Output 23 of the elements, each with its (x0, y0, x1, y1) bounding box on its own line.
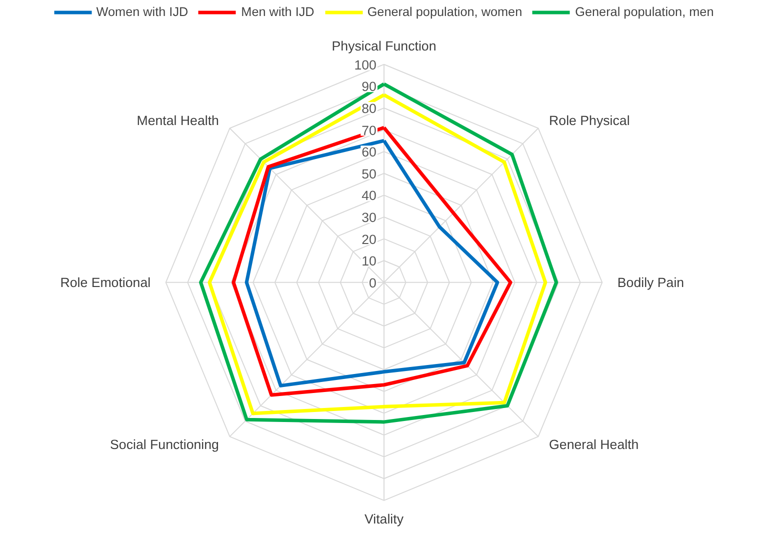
legend-label: General population, women (367, 5, 522, 19)
y-tick-label: 30 (362, 210, 376, 225)
spoke-label: Physical Function (332, 38, 436, 54)
y-tick-label: 40 (362, 188, 376, 204)
legend-label: Men with IJD (241, 5, 314, 19)
y-tick-label: 20 (362, 232, 376, 247)
legend-label: Women with IJD (96, 5, 188, 19)
y-tick-label: 90 (362, 79, 376, 94)
y-tick-label: 60 (362, 144, 376, 160)
spoke-label: Vitality (364, 511, 404, 526)
y-tick-label: 0 (369, 275, 376, 290)
y-tick-label: 100 (354, 57, 376, 72)
y-tick-label: 70 (362, 122, 376, 138)
spoke-label: Mental Health (136, 113, 219, 128)
y-tick-label: 80 (362, 100, 376, 116)
legend-label: General population, men (575, 5, 714, 19)
y-tick-label: 10 (362, 254, 376, 269)
spoke-label: General Health (549, 436, 639, 452)
spoke-label: Bodily Pain (617, 274, 684, 290)
y-tick-label: 50 (362, 166, 376, 182)
spoke-label: Social Functioning (110, 436, 219, 452)
spoke-label: Role Emotional (60, 274, 151, 290)
spoke-label: Role Physical (549, 113, 630, 128)
